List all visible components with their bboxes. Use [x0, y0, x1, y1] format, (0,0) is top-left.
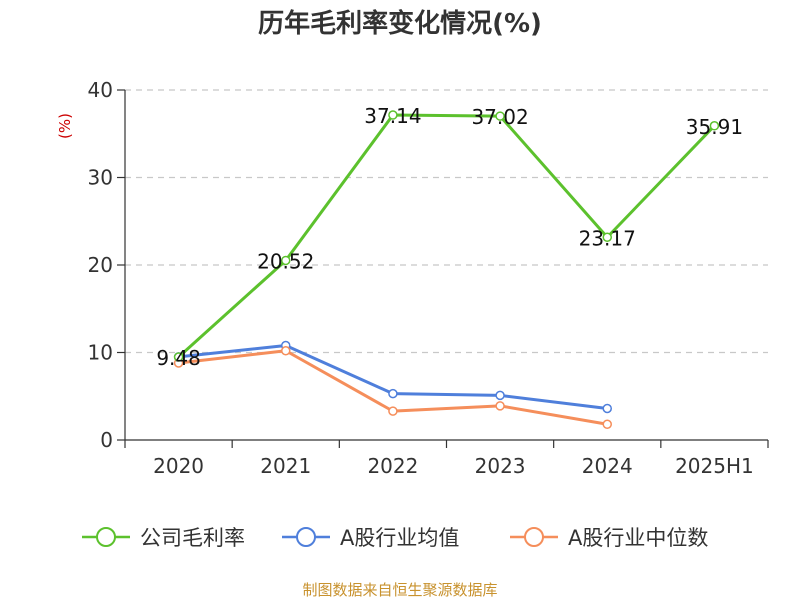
data-label: 35.91	[686, 115, 743, 139]
x-tick-label: 2023	[475, 454, 526, 478]
x-tick-label: 2025H1	[675, 454, 754, 478]
legend-label: 公司毛利率	[140, 526, 245, 550]
legend-item[interactable]: A股行业均值	[282, 526, 459, 550]
grid-lines	[125, 89, 768, 354]
data-point	[602, 419, 612, 429]
y-tick-label: 0	[100, 428, 113, 452]
data-point	[388, 406, 398, 416]
series-layer: 9.48 20.52 37.14 37.02 23.17 35.91	[156, 104, 743, 429]
y-tick-label: 10	[88, 341, 113, 365]
data-point	[281, 346, 291, 356]
y-tick-label: 20	[88, 253, 113, 277]
data-point	[602, 232, 612, 243]
legend-marker	[96, 527, 116, 547]
data-point	[173, 352, 184, 362]
y-tick-label: 40	[88, 78, 113, 102]
x-tick-label: 2024	[582, 454, 633, 478]
x-tick-label: 2020	[153, 454, 204, 478]
data-point	[495, 111, 505, 121]
x-tick-label: 2022	[367, 454, 418, 478]
x-tick-label: 2021	[260, 454, 311, 478]
data-point	[281, 255, 291, 266]
data-point	[495, 390, 505, 401]
data-source: 制图数据来自恒生聚源数据库	[302, 581, 497, 599]
legend-marker	[524, 527, 544, 547]
data-point	[388, 388, 398, 399]
series-line	[177, 113, 716, 359]
legend-item[interactable]: 公司毛利率	[82, 526, 245, 550]
data-point	[709, 121, 720, 131]
data-label: 37.02	[471, 105, 528, 129]
legend-label: A股行业均值	[340, 526, 459, 550]
data-point	[388, 110, 398, 120]
legend-item[interactable]: A股行业中位数	[510, 526, 708, 550]
legend[interactable]: 公司毛利率 A股行业均值 A股行业中位数	[82, 526, 708, 550]
y-axis-label: (%)	[56, 113, 74, 139]
legend-marker	[296, 527, 316, 547]
data-label: 20.52	[257, 249, 314, 273]
data-point	[495, 401, 505, 411]
axes: 0 10 20 30 40 2020 2021 2022 2023 2024 2025H1	[88, 78, 769, 478]
data-point	[602, 403, 612, 414]
chart-title: 历年毛利率变化情况(%)	[258, 8, 542, 39]
data-label: 37.14	[364, 104, 421, 128]
data-label: 23.17	[579, 226, 636, 250]
data-label: 9.48	[156, 346, 201, 370]
legend-label: A股行业中位数	[568, 526, 708, 550]
y-tick-label: 30	[88, 166, 113, 190]
